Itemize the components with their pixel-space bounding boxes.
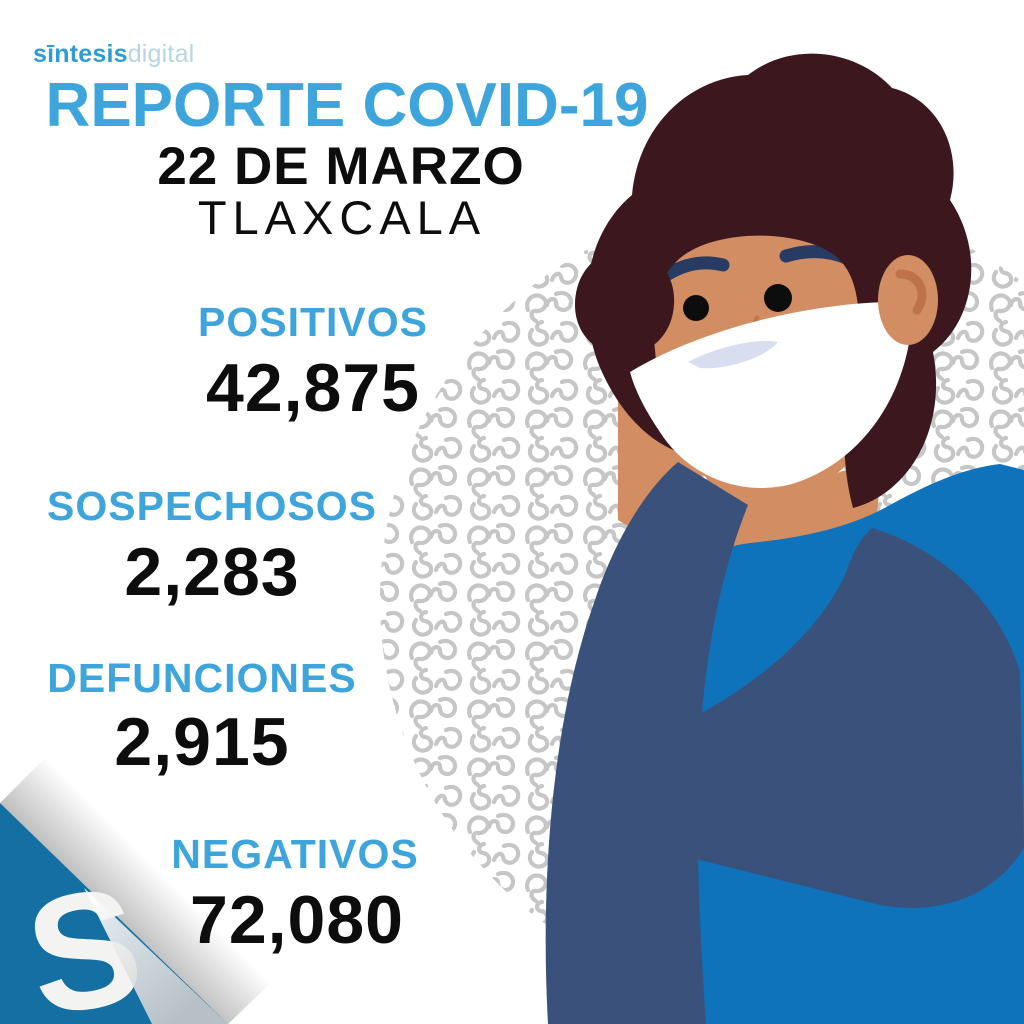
masked-person-illustration [545, 53, 1024, 1024]
stat-value-defunciones: 2,915 [114, 704, 290, 780]
fold-wedge [84, 888, 228, 1024]
stat-value-negativos: 72,080 [190, 882, 404, 958]
hair-curl-front [575, 249, 675, 356]
left-eye [683, 295, 709, 321]
brand-logo-secondary: digital [127, 40, 195, 68]
stat-label-defunciones: DEFUNCIONES [47, 655, 357, 701]
stat-value-positivos: 42,875 [206, 350, 420, 426]
stat-label-sospechosos: SOSPECHOSOS [47, 483, 377, 529]
report-date: 22 DE MARZO [157, 137, 525, 196]
stat-label-negativos: NEGATIVOS [171, 831, 419, 877]
corner-fold: S [0, 757, 274, 1024]
stat-label-positivos: POSITIVOS [198, 299, 428, 345]
mask-fold-highlight [688, 340, 778, 369]
report-title: REPORTE COVID-19 [45, 71, 649, 140]
corner-triangle [0, 803, 228, 1024]
report-location: TLAXCALA [197, 191, 487, 244]
brand-logo-primary: sīntesis [33, 40, 128, 68]
fold-shadow [0, 757, 274, 1024]
face-mask [630, 301, 912, 488]
stat-value-sospechosos: 2,283 [124, 534, 300, 610]
brand-logo: sīntesisdigital [33, 40, 194, 69]
ear-inner-line [895, 269, 927, 315]
right-eye [764, 284, 792, 312]
person-ear [878, 255, 938, 345]
crossed-arm-sleeve [598, 528, 1024, 908]
